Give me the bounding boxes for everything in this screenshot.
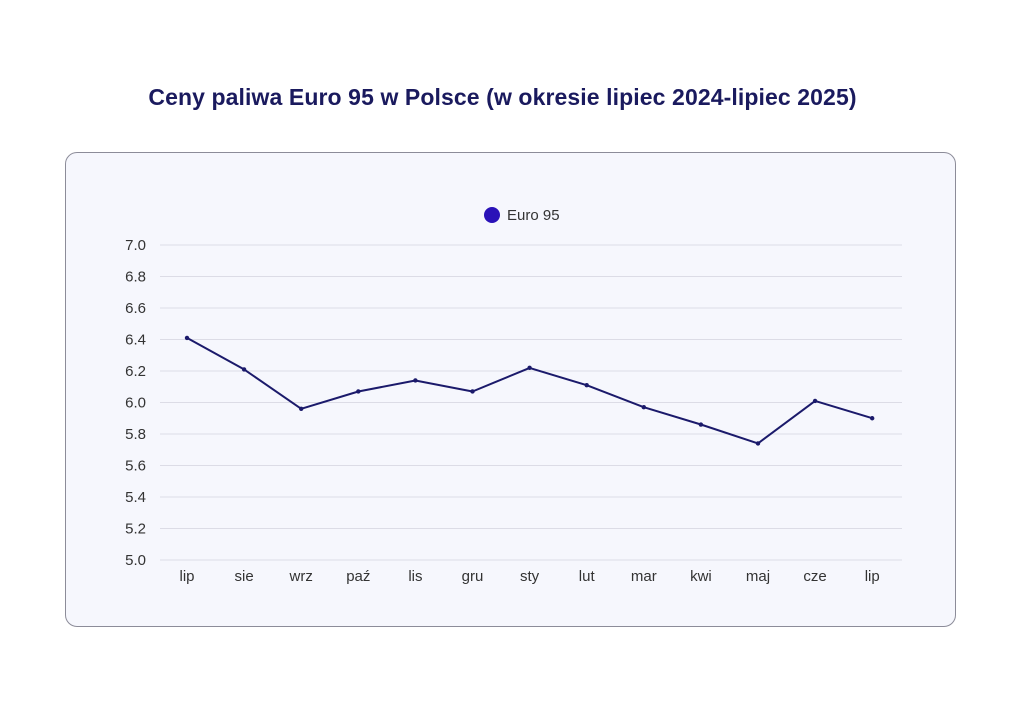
series-line-euro-95	[186, 337, 873, 445]
legend-label-euro-95: Euro 95	[507, 207, 560, 224]
y-tick-label: 7.0	[125, 237, 146, 254]
x-tick-label: gru	[462, 568, 484, 585]
data-point[interactable]	[356, 389, 361, 394]
y-tick-label: 6.0	[125, 395, 146, 412]
page-title: Ceny paliwa Euro 95 w Polsce (w okresie …	[148, 84, 857, 110]
series-layer	[184, 335, 875, 446]
x-tick-label: lis	[408, 568, 422, 585]
legend: Euro 95	[484, 207, 560, 224]
data-point[interactable]	[870, 416, 875, 421]
chart-panel: 5.0 5.2 5.4 5.6 5.8 6.0 6.2 6.4 6.6 6.8 7.0 lip sie…	[65, 152, 956, 627]
y-tick-label: 5.0	[125, 552, 146, 569]
x-tick-label: lip	[865, 568, 880, 585]
data-point[interactable]	[584, 382, 589, 388]
grid-lines	[160, 244, 902, 561]
x-tick-label: kwi	[690, 568, 712, 585]
y-tick-label: 5.8	[125, 426, 146, 443]
data-point[interactable]	[812, 398, 818, 404]
y-tick-label: 5.2	[125, 521, 146, 538]
data-point[interactable]	[184, 335, 190, 341]
data-point[interactable]	[698, 422, 704, 427]
x-tick-label: lut	[579, 568, 596, 585]
x-tick-label: sie	[235, 568, 254, 585]
x-tick-label: maj	[746, 568, 770, 585]
x-tick-label: sty	[520, 568, 540, 585]
x-tick-label: wrz	[289, 568, 313, 585]
y-tick-label: 5.4	[125, 489, 146, 506]
x-tick-label: cze	[803, 568, 826, 585]
y-tick-label: 6.2	[125, 363, 146, 380]
y-tick-label: 6.8	[125, 269, 146, 286]
data-point[interactable]	[641, 405, 646, 410]
y-tick-label: 5.6	[125, 458, 146, 475]
x-tick-label: lip	[179, 568, 194, 585]
data-point[interactable]	[299, 406, 304, 411]
x-tick-label: paź	[346, 568, 370, 585]
y-tick-label: 6.6	[125, 300, 146, 317]
data-point[interactable]	[470, 389, 475, 394]
data-point[interactable]	[413, 378, 418, 383]
y-axis-tick-labels: 5.0 5.2 5.4 5.6 5.8 6.0 6.2 6.4 6.6 6.8 7.0	[125, 237, 146, 569]
x-axis-tick-labels: lip sie wrz paź lis gru sty lut mar kwi maj cze lip	[179, 568, 879, 585]
data-point[interactable]	[755, 441, 761, 446]
legend-marker-euro-95	[484, 207, 500, 223]
data-point[interactable]	[527, 365, 532, 371]
y-tick-label: 6.4	[125, 332, 146, 349]
x-tick-label: mar	[631, 568, 657, 585]
data-point[interactable]	[241, 367, 247, 372]
line-chart: 5.0 5.2 5.4 5.6 5.8 6.0 6.2 6.4 6.6 6.8 7.0 lip sie…	[125, 207, 902, 585]
